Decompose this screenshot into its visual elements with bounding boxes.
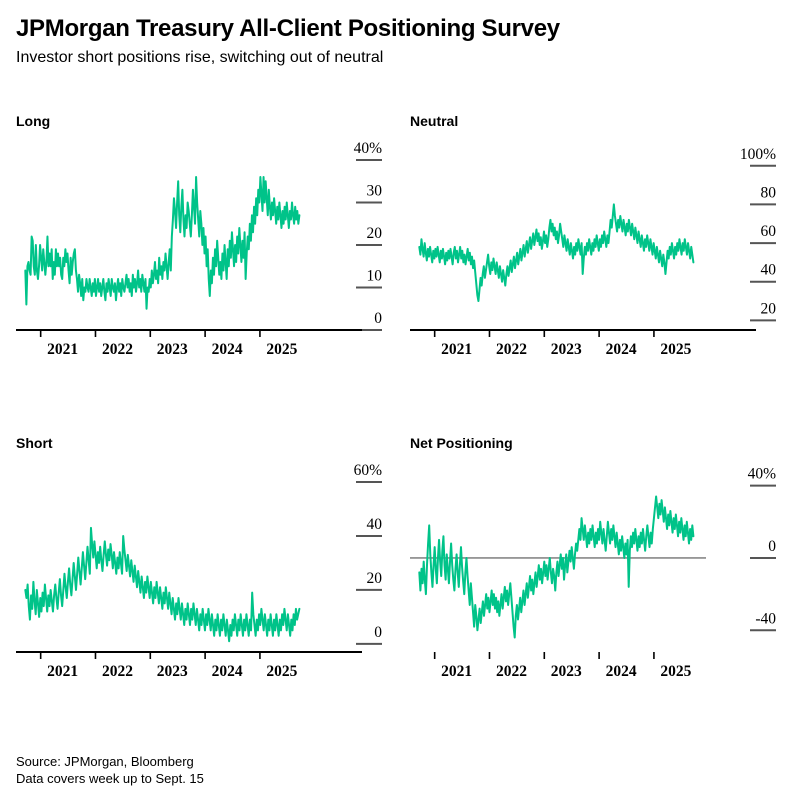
y-tick-label: 40	[761, 262, 777, 279]
y-tick-label: 0	[768, 538, 776, 555]
x-tick-label: 2021	[441, 341, 472, 358]
panel-short: Short 0 20 40 60% 2021 2022 2023 2024 2025	[16, 434, 382, 680]
x-tick-label: 2023	[551, 663, 582, 680]
x-tick-label: 2024	[606, 663, 637, 680]
y-tick-label: -40	[755, 610, 776, 627]
panel-neutral: Neutral 20 40 60 80 100% 2021 2022 2023 2024 2025	[410, 112, 776, 358]
x-tick-label: 2021	[47, 341, 78, 358]
y-tick-label: 0	[374, 310, 382, 327]
panel-net: Net Positioning -40 0 40% 2021 2022 2023 2024 2…	[410, 434, 776, 680]
panel-long: Long 0 10 20 30 40% 2021 2022 2023 2024 2025	[16, 112, 382, 358]
y-tick-label: 40	[367, 516, 383, 533]
y-tick-label: 40%	[354, 140, 383, 157]
panel-title-neutral: Neutral	[410, 113, 459, 129]
series-line	[418, 495, 695, 639]
y-tick-label: 60	[761, 223, 777, 240]
y-tick-label: 40%	[748, 466, 777, 483]
plot-short: 0 20 40 60% 2021 2022 2023 2024 2025	[16, 456, 384, 694]
footer-source: Source: JPMorgan, Bloomberg	[16, 754, 194, 769]
plot-neutral: 20 40 60 80 100% 2021 2022 2023 2024 2025	[410, 134, 778, 372]
y-tick-label: 80	[761, 184, 777, 201]
x-tick-label: 2025	[266, 663, 297, 680]
x-tick-label: 2025	[660, 341, 691, 358]
series-line	[24, 526, 301, 643]
x-tick-label: 2023	[551, 341, 582, 358]
y-tick-label: 20	[367, 225, 383, 242]
plot-long: 0 10 20 30 40% 2021 2022 2023 2024 2025	[16, 134, 384, 372]
y-tick-label: 10	[367, 268, 383, 285]
header: JPMorgan Treasury All-Client Positioning…	[16, 14, 776, 69]
y-tick-label: 30	[367, 183, 383, 200]
y-tick-label: 20	[761, 300, 777, 317]
x-tick-label: 2025	[660, 663, 691, 680]
page-title: JPMorgan Treasury All-Client Positioning…	[16, 15, 560, 42]
y-tick-label: 60%	[354, 462, 383, 479]
plot-net: -40 0 40% 2021 2022 2023 2024 2025	[410, 456, 778, 694]
x-tick-label: 2025	[266, 341, 297, 358]
footer-note: Data covers week up to Sept. 15	[16, 771, 204, 786]
footer: Source: JPMorgan, Bloomberg Data covers …	[16, 753, 204, 787]
panel-title-long: Long	[16, 113, 51, 129]
series-line	[24, 176, 301, 310]
x-tick-label: 2022	[496, 663, 527, 680]
panel-title-short: Short	[16, 435, 53, 451]
x-tick-label: 2021	[47, 663, 78, 680]
y-tick-label: 100%	[740, 146, 776, 163]
x-tick-label: 2021	[441, 663, 472, 680]
y-tick-label: 0	[374, 624, 382, 641]
series-line	[418, 203, 695, 303]
page-subtitle: Investor short positions rise, switching…	[16, 49, 384, 66]
x-tick-label: 2024	[606, 341, 637, 358]
x-tick-label: 2024	[212, 341, 243, 358]
x-tick-label: 2022	[102, 341, 133, 358]
y-tick-label: 20	[367, 570, 383, 587]
x-tick-label: 2022	[102, 663, 133, 680]
x-tick-label: 2024	[212, 663, 243, 680]
x-tick-label: 2023	[157, 663, 188, 680]
x-tick-label: 2023	[157, 341, 188, 358]
panel-title-net: Net Positioning	[410, 435, 513, 451]
x-tick-label: 2022	[496, 341, 527, 358]
